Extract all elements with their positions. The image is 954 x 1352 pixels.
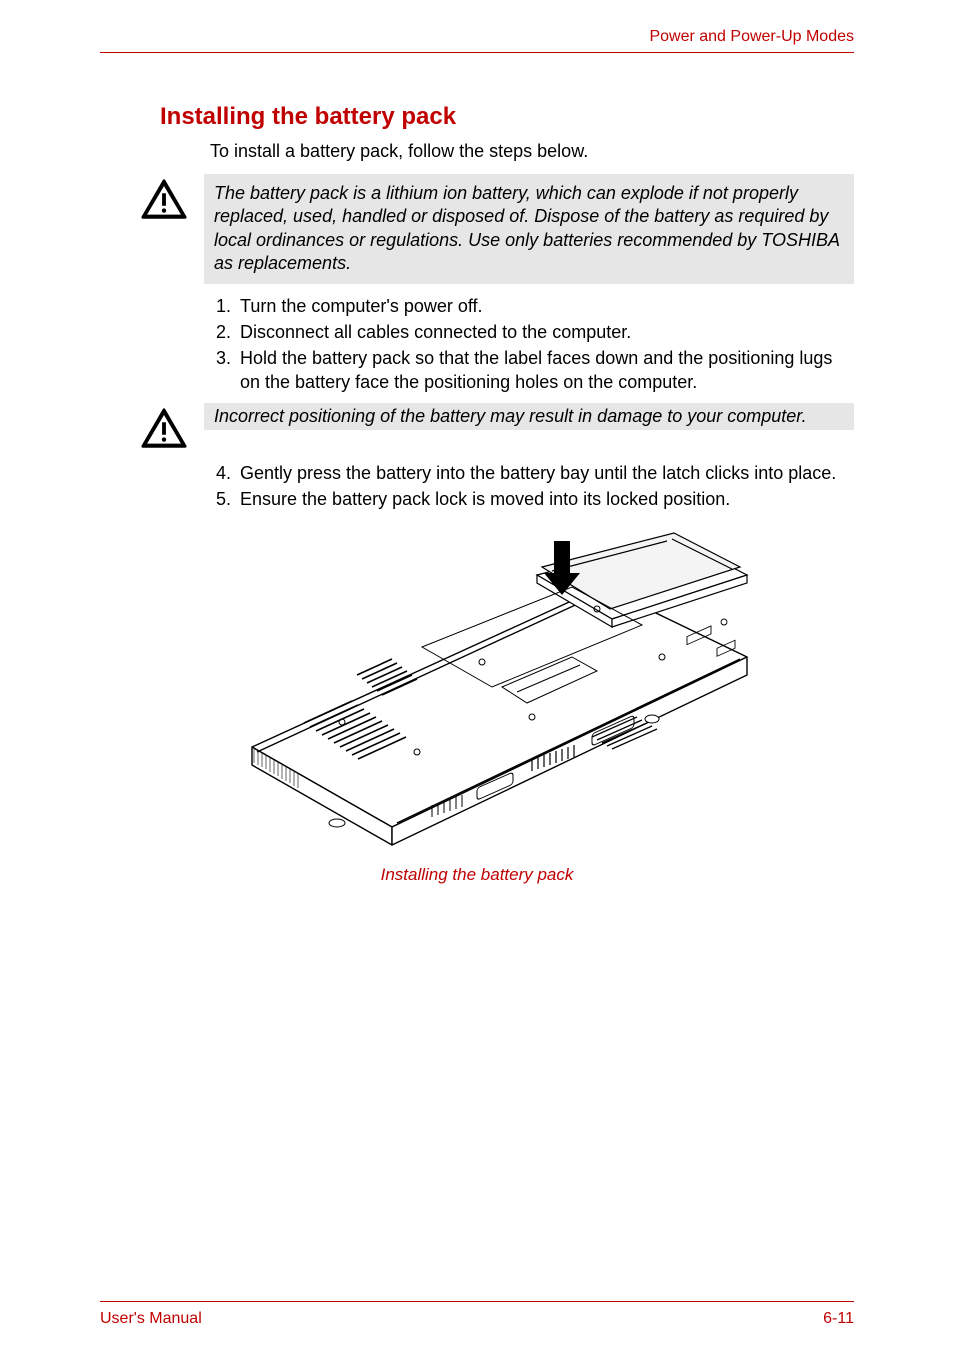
steps-list-1: Turn the computer's power off. Disconnec… — [210, 294, 854, 395]
footer-left: User's Manual — [100, 1310, 202, 1328]
page-footer: User's Manual 6-11 — [100, 1301, 854, 1328]
chapter-title: Power and Power-Up Modes — [649, 28, 854, 45]
warning-callout-1: The battery pack is a lithium ion batter… — [140, 174, 854, 284]
steps-list-2: Gently press the battery into the batter… — [210, 461, 854, 512]
footer-page-number: 6-11 — [823, 1310, 854, 1328]
laptop-underside-illustration — [192, 527, 762, 857]
step-item: Disconnect all cables connected to the c… — [236, 320, 854, 344]
step-item: Gently press the battery into the batter… — [236, 461, 854, 485]
warning-callout-2: Incorrect positioning of the battery may… — [140, 403, 854, 451]
warning-icon — [140, 407, 188, 451]
page-header: Power and Power-Up Modes — [100, 28, 854, 53]
warning-text-1: The battery pack is a lithium ion batter… — [204, 174, 854, 284]
page: Power and Power-Up Modes Installing the … — [0, 0, 954, 1352]
intro-paragraph: To install a battery pack, follow the st… — [210, 141, 854, 162]
warning-icon — [140, 178, 188, 222]
step-item: Hold the battery pack so that the label … — [236, 346, 854, 395]
figure-caption: Installing the battery pack — [100, 865, 854, 885]
step-item: Turn the computer's power off. — [236, 294, 854, 318]
figure-container: Installing the battery pack — [100, 527, 854, 885]
step-item: Ensure the battery pack lock is moved in… — [236, 487, 854, 511]
section-heading: Installing the battery pack — [160, 103, 854, 131]
content-area: Installing the battery pack To install a… — [100, 53, 854, 1301]
warning-text-2: Incorrect positioning of the battery may… — [204, 403, 854, 430]
